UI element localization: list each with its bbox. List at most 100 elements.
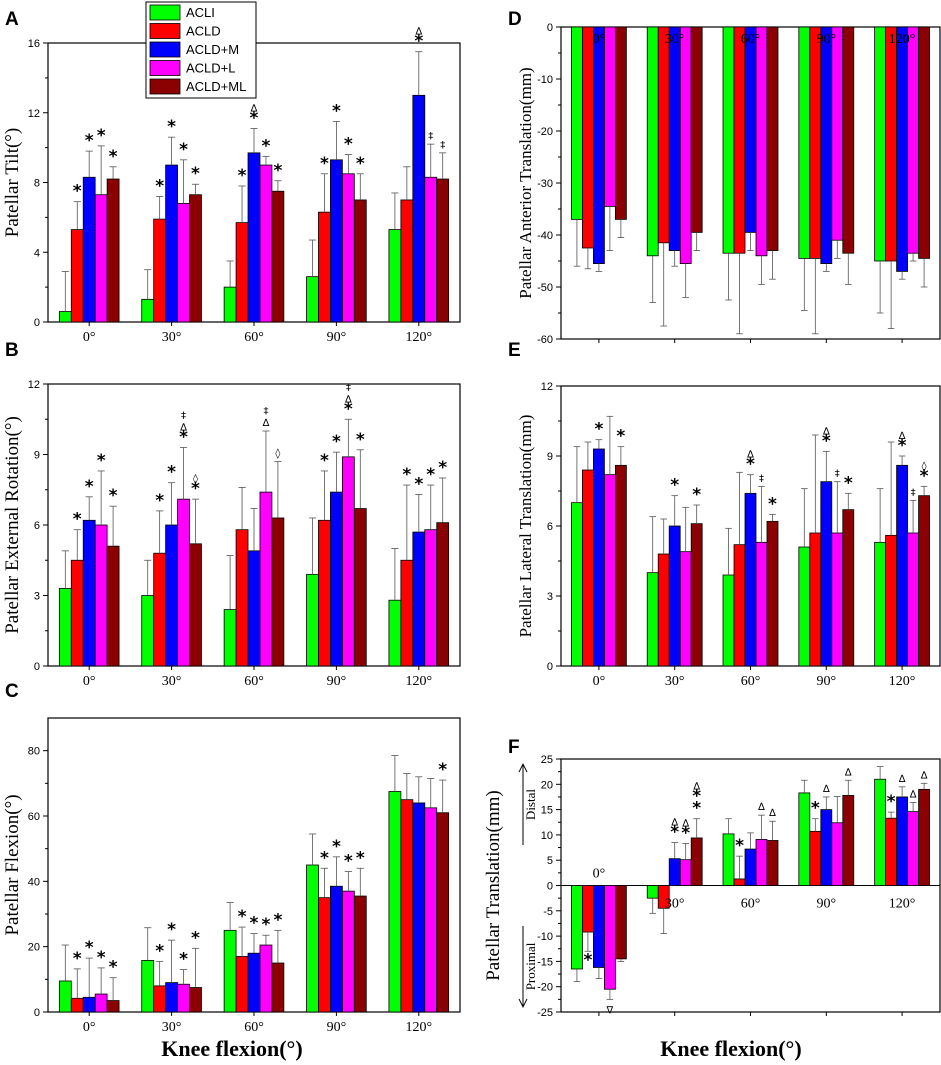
significance-marker: ∆ <box>909 790 917 801</box>
category-label: 30° <box>162 330 182 345</box>
significance-marker: * <box>320 154 329 174</box>
significance-marker: ∆ <box>757 802 765 813</box>
bar-acld-m-30deg <box>668 525 681 667</box>
bar-acli-60deg <box>223 286 237 323</box>
significance-marker: * <box>155 941 164 961</box>
bar-acld-120deg <box>400 799 414 1013</box>
significance-marker: * <box>438 760 447 780</box>
distal-label: Distal <box>523 789 538 820</box>
legend: ACLI ACLD ACLD+M ACLD+L ACLD+ML <box>145 1 257 99</box>
category-label: 0° <box>593 867 606 882</box>
y-tick-label: 4 <box>34 247 40 259</box>
y-tick-label: 12 <box>28 108 40 120</box>
bar-acld-m-90deg <box>820 481 833 667</box>
legend-swatch-acld-l <box>149 60 181 76</box>
y-tick-label: 0 <box>547 661 553 673</box>
significance-marker: ∆ <box>250 103 258 114</box>
y-axis-label-C: Patellar Flexion(°) <box>2 794 23 935</box>
y-tick-label: 3 <box>547 591 553 603</box>
bar-acld-ml-0deg <box>106 178 120 323</box>
bar-acli-90deg <box>306 864 319 1013</box>
bar-acld-ml-30deg <box>690 837 703 886</box>
significance-marker: ∆ <box>898 774 906 785</box>
significance-marker: * <box>191 928 200 948</box>
bar-acld-m-90deg <box>330 885 343 1013</box>
bar-acld-l-0deg <box>603 474 616 667</box>
bar-acld-m-60deg <box>247 550 261 667</box>
significance-marker: ◊ <box>193 473 198 485</box>
category-label: 0° <box>593 32 606 47</box>
legend-label: ACLD+L <box>186 61 236 76</box>
bar-acld-l-30deg <box>679 551 692 667</box>
bar-acld-ml-90deg <box>842 795 855 886</box>
bar-acld-l-90deg <box>831 26 844 241</box>
significance-marker: * <box>670 822 679 842</box>
bar-acld-0deg <box>70 997 84 1013</box>
significance-marker: * <box>73 949 82 969</box>
bar-acld-ml-60deg <box>766 520 779 667</box>
significance-marker: ‡ <box>181 410 186 421</box>
bar-acli-30deg <box>646 26 659 257</box>
bar-acli-120deg <box>874 778 887 886</box>
significance-marker: * <box>262 136 271 156</box>
significance-marker: * <box>191 164 200 184</box>
category-label: 60° <box>741 674 761 689</box>
category-label: 30° <box>162 674 182 689</box>
bar-acld-60deg <box>235 956 249 1013</box>
bar-acld-l-0deg <box>603 26 616 207</box>
bar-acld-l-0deg <box>94 194 108 323</box>
significance-marker: ‡ <box>835 469 840 480</box>
significance-marker: * <box>898 436 907 456</box>
bar-acli-0deg <box>58 980 72 1013</box>
bar-acld-120deg <box>885 534 898 667</box>
bar-acld-m-120deg <box>896 464 908 667</box>
panel-letter-F: F <box>508 737 520 758</box>
bar-acld-m-60deg <box>744 848 757 886</box>
bar-acld-m-90deg <box>820 26 833 265</box>
y-tick-label: 3 <box>34 591 40 603</box>
significance-marker: * <box>73 510 82 530</box>
bar-acld-60deg <box>733 878 746 886</box>
significance-marker: * <box>109 486 118 506</box>
significance-marker: * <box>179 950 188 970</box>
bar-acli-120deg <box>388 229 402 323</box>
y-tick-label: 0 <box>34 661 40 673</box>
y-tick-label: -20 <box>537 126 553 138</box>
legend-swatch-acli <box>149 4 181 21</box>
significance-marker: * <box>179 427 188 447</box>
legend-swatch-acld-ml <box>149 78 181 95</box>
significance-marker: ∆ <box>898 431 906 442</box>
y-axis-label-A: Patellar Tilt(°) <box>2 128 23 237</box>
y-tick-label: 10 <box>541 830 553 842</box>
legend-swatch-acld <box>149 23 181 39</box>
category-label: 60° <box>244 1020 264 1035</box>
bar-acld-120deg <box>400 559 414 667</box>
y-tick-label: -10 <box>537 74 553 86</box>
y-tick-label: -20 <box>537 982 553 994</box>
significance-marker: * <box>179 140 188 160</box>
significance-marker: ∆ <box>670 817 678 828</box>
bar-acld-l-30deg <box>177 203 190 323</box>
significance-marker: * <box>583 950 592 970</box>
significance-marker: ∆ <box>844 767 852 778</box>
category-label: 120° <box>889 674 916 689</box>
significance-marker: ‡ <box>440 140 445 151</box>
bar-acld-m-60deg <box>744 492 757 667</box>
bar-acld-60deg <box>235 529 249 667</box>
significance-marker: * <box>73 182 82 202</box>
bar-acld-ml-60deg <box>766 26 779 252</box>
panel-F: F -25 -20 -15 -10 -5 0 5 10 15 20 25 0° 30° 60° 90° 120°… <box>483 737 941 1019</box>
bar-acli-30deg <box>141 595 155 667</box>
significance-marker: * <box>402 465 411 485</box>
category-label: 90° <box>816 897 836 912</box>
significance-marker: * <box>887 792 896 812</box>
bar-acli-0deg <box>58 588 72 667</box>
significance-marker: * <box>320 451 329 471</box>
significance-marker: * <box>438 458 447 478</box>
bar-acld-m-90deg <box>330 491 343 667</box>
significance-marker: ∆ <box>768 808 776 819</box>
category-label: 0° <box>83 330 96 345</box>
